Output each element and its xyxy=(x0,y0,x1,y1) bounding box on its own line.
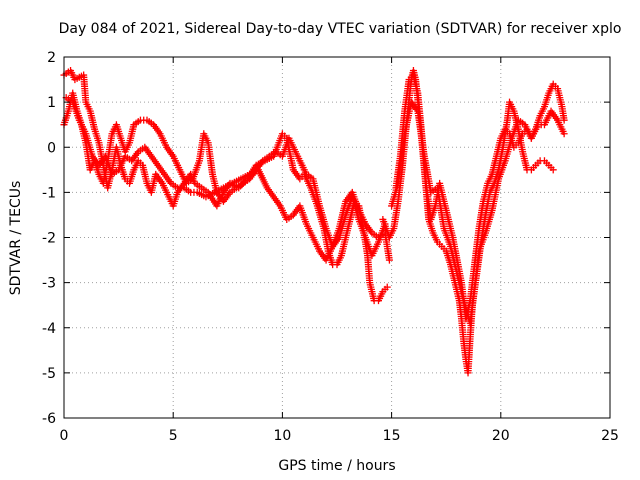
y-tick-label: -4 xyxy=(42,321,56,337)
x-tick-label: 10 xyxy=(273,428,291,444)
x-tick-label: 25 xyxy=(601,428,619,444)
x-tick-label: 15 xyxy=(383,428,401,444)
series-track-f xyxy=(388,98,568,327)
x-axis-label: GPS time / hours xyxy=(278,458,395,474)
y-tick-label: 0 xyxy=(47,140,56,156)
data-point xyxy=(385,256,393,264)
y-tick-label: -5 xyxy=(42,366,56,382)
x-tick-label: 20 xyxy=(492,428,510,444)
x-tick-label: 0 xyxy=(60,428,69,444)
data-point xyxy=(549,166,557,174)
chart-title: Day 084 of 2021, Sidereal Day-to-day VTE… xyxy=(59,21,622,37)
data-marks xyxy=(60,67,568,377)
y-tick-label: 2 xyxy=(47,50,56,66)
y-tick-label: -1 xyxy=(42,185,56,201)
data-point xyxy=(560,130,568,138)
x-tick-label: 5 xyxy=(169,428,178,444)
y-axis-label: SDTVAR / TECUs xyxy=(8,181,24,296)
y-tick-label: -2 xyxy=(42,231,56,247)
y-tick-label: -6 xyxy=(42,411,56,427)
y-tick-label: 1 xyxy=(47,95,56,111)
data-point xyxy=(383,283,391,291)
series-track-c xyxy=(62,94,393,264)
y-tick-label: -3 xyxy=(42,276,56,292)
data-point xyxy=(560,116,568,124)
